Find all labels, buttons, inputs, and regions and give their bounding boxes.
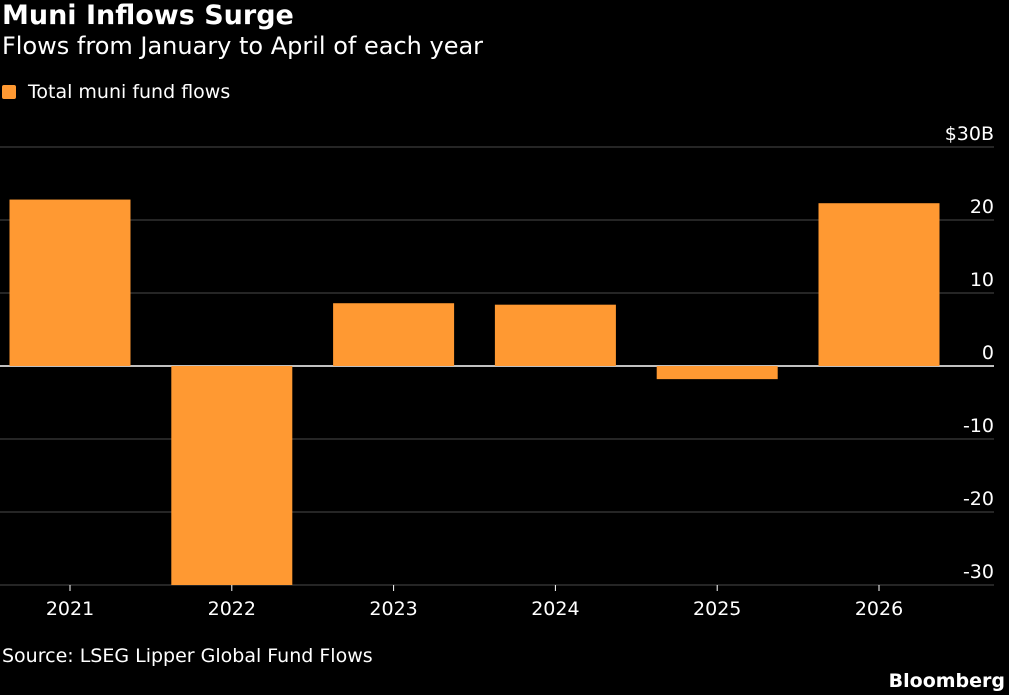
- bar: [9, 199, 131, 366]
- bar: [656, 366, 778, 380]
- x-tick-label: 2022: [208, 598, 256, 620]
- chart-subtitle: Flows from January to April of each year: [2, 32, 484, 60]
- y-tick-label: -20: [963, 488, 994, 510]
- y-tick-label: 0: [982, 342, 994, 364]
- x-tick-label: 2024: [531, 598, 579, 620]
- y-tick-label: $30B: [945, 123, 994, 145]
- y-tick-label: 20: [970, 196, 994, 218]
- x-tick-label: 2023: [369, 598, 417, 620]
- x-tick-label: 2021: [46, 598, 94, 620]
- bar: [171, 366, 293, 585]
- bar: [333, 303, 455, 366]
- y-tick-label: -30: [963, 561, 994, 583]
- bar: [818, 203, 940, 366]
- y-tick-label: -10: [963, 415, 994, 437]
- bar-chart: $30B 20 10 0 -10 -20 -30 2021 2022 2023 2024 2025 20…: [0, 123, 994, 620]
- bloomberg-logo: Bloomberg: [888, 670, 1005, 692]
- bar: [494, 304, 616, 366]
- legend-swatch: [2, 85, 16, 99]
- chart-title: Muni Inflows Surge: [2, 0, 294, 31]
- legend: Total muni fund flows: [2, 81, 230, 103]
- y-tick-label: 10: [970, 269, 994, 291]
- source-note: Source: LSEG Lipper Global Fund Flows: [2, 645, 373, 667]
- x-tick-label: 2026: [855, 598, 903, 620]
- x-tick-label: 2025: [693, 598, 741, 620]
- legend-label: Total muni fund flows: [28, 81, 231, 103]
